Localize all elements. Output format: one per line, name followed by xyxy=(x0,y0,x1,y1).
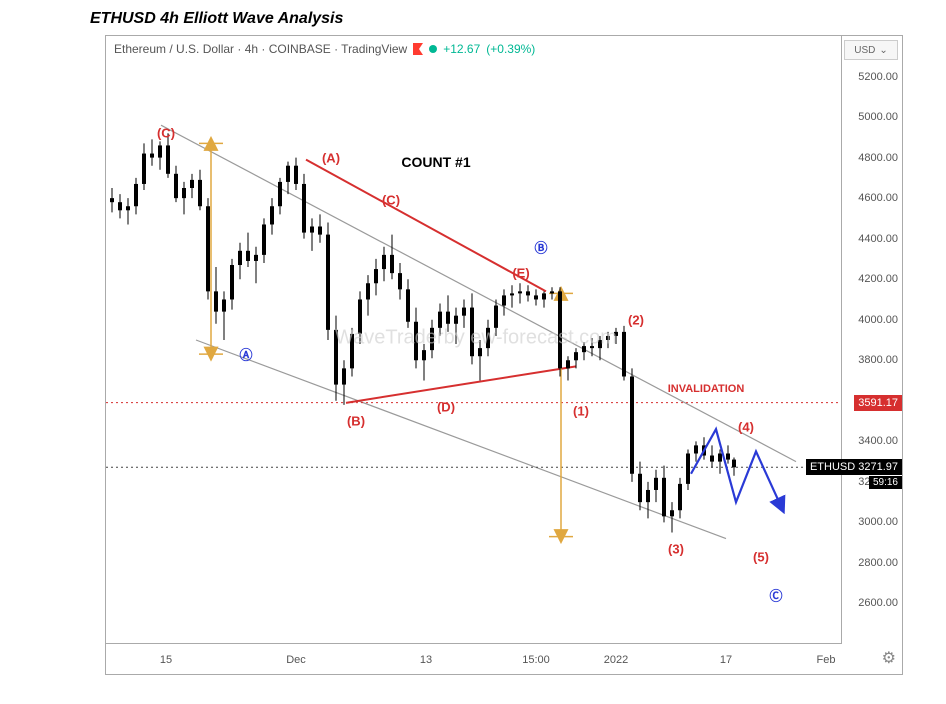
wave-label: (5) xyxy=(753,549,769,564)
x-tick: Feb xyxy=(817,654,836,666)
wave-label: (C) xyxy=(157,126,175,141)
y-tick: 3800.00 xyxy=(858,354,898,366)
wave-label: WaveTraderby ew-forecast.com xyxy=(335,326,617,349)
wave-label: Ⓒ xyxy=(769,586,782,605)
y-tick: 3000.00 xyxy=(858,516,898,528)
wave-label: (4) xyxy=(738,420,754,435)
y-tick: 4800.00 xyxy=(858,152,898,164)
y-tick: 4400.00 xyxy=(858,233,898,245)
currency-button[interactable]: USD⌄ xyxy=(844,40,898,60)
wave-label: (A) xyxy=(322,150,340,165)
x-tick: 13 xyxy=(420,654,432,666)
countdown: 59:16 xyxy=(869,476,902,489)
y-axis: USD⌄ 5200.00 5000.00 4800.00 4600.00 4400.00… xyxy=(841,36,902,644)
y-tick: 4600.00 xyxy=(858,192,898,204)
y-tick: 5200.00 xyxy=(858,71,898,83)
page-title: ETHUSD 4h Elliott Wave Analysis xyxy=(90,10,343,28)
wave-label: (B) xyxy=(347,414,365,429)
wave-label: (2) xyxy=(628,312,644,327)
plot-area[interactable]: (C) Ⓐ (A) (C) (B) (D) Ⓑ (E) (1) (2) (3) (4) (5) Ⓒ COUN… xyxy=(106,36,842,644)
wave-label: (D) xyxy=(437,399,455,414)
y-tick: 2600.00 xyxy=(858,597,898,609)
wave-label: (3) xyxy=(668,541,684,556)
wave-label: (C) xyxy=(382,193,400,208)
x-tick: 15 xyxy=(160,654,172,666)
price-tag: ETHUSD 3271.97 xyxy=(806,459,902,475)
wave-label: Ⓐ xyxy=(239,345,252,364)
price-tag: 3591.17 xyxy=(854,395,902,411)
y-tick: 2800.00 xyxy=(858,557,898,569)
x-tick: 15:00 xyxy=(522,654,550,666)
y-tick: 3400.00 xyxy=(858,435,898,447)
wave-label: Ⓑ xyxy=(534,237,547,256)
wave-label: (E) xyxy=(512,266,529,281)
y-tick: 4200.00 xyxy=(858,273,898,285)
y-tick: 5000.00 xyxy=(858,111,898,123)
x-tick: 17 xyxy=(720,654,732,666)
x-axis: 15 Dec 13 15:00 2022 17 Feb xyxy=(106,643,842,674)
wave-label: INVALIDATION xyxy=(668,383,745,395)
gear-icon[interactable]: ⚙ xyxy=(882,648,896,668)
wave-label: COUNT #1 xyxy=(401,154,470,170)
x-tick: 2022 xyxy=(604,654,628,666)
y-tick: 4000.00 xyxy=(858,314,898,326)
chart-frame: Ethereum / U.S. Dollar · 4h · COINBASE ·… xyxy=(105,35,903,675)
wave-label: (1) xyxy=(573,403,589,418)
x-tick: Dec xyxy=(286,654,306,666)
